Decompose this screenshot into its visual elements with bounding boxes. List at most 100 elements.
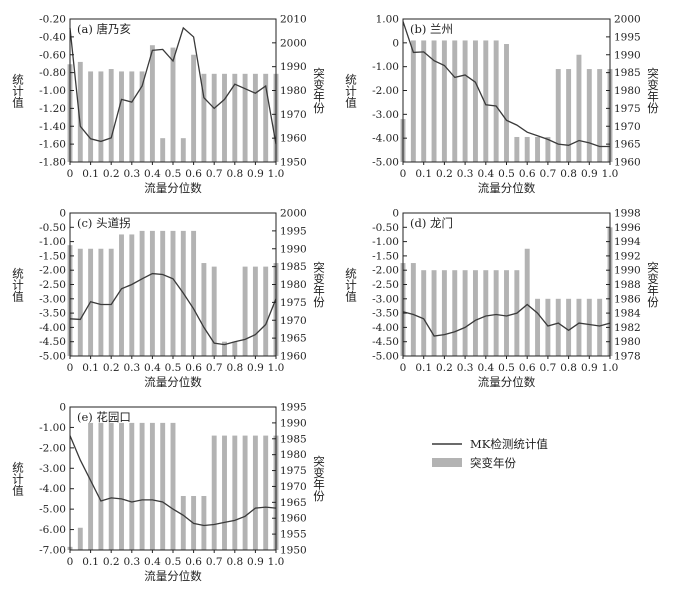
x-tick-label: 0.4 [477,362,494,374]
x-tick-label: 1.0 [268,168,285,180]
y-tick-label: -5.00 [39,504,66,516]
y-axis-label: 统计值 [344,267,358,302]
bar-mutation-year [242,73,248,162]
y-tick-label: -2.50 [372,279,399,291]
bar-mutation-year [160,230,166,356]
y2-tick-label: 1980 [280,85,307,97]
y2-tick-label: 2000 [280,37,307,49]
y-axis-label: 统计值 [344,73,358,108]
bar-mutation-year [139,230,145,356]
bar-mutation-year [524,136,530,162]
y-tick-label: -1.80 [39,157,66,169]
y2-tick-label: 1980 [614,85,641,97]
y2-axis-label: 突变年份 [312,455,326,503]
y2-tick-label: 1975 [280,465,307,477]
panel-title: (d) 龙门 [410,216,453,230]
panel-title: (e) 花园口 [77,410,131,424]
line-mk-statistic [69,26,277,145]
y-tick-label: -5.00 [372,351,399,363]
y2-tick-label: 1970 [280,481,307,493]
y-tick-label: -0.60 [39,49,66,61]
y-tick-label: -0.50 [372,222,399,234]
x-tick-label: 0.6 [185,362,202,374]
bar-mutation-year [222,435,227,550]
bar-mutation-year [211,73,217,162]
y2-tick-label: 1975 [614,103,641,115]
y-tick-label: -3.50 [372,308,399,320]
bar-mutation-year [77,248,83,356]
bar-mutation-year [252,435,258,550]
bar-mutation-year [119,71,124,162]
chart-panel-1: -0.20 -0.40 -0.60 -0.80 -1.00 -1.20 -1.40 -1.60… [11,14,326,196]
y2-tick-label: 1980 [280,279,307,291]
bar-mutation-year [462,270,468,356]
x-tick-label: 0.9 [247,168,264,180]
bar-mutation-year [483,270,489,356]
bar-mutation-year [129,71,135,162]
y-tick-label: -1.20 [39,103,66,115]
x-tick-label: 0.5 [165,168,182,180]
bar-mutation-year [149,45,155,162]
bar-mutation-year [232,435,238,550]
y-tick-label: -1.00 [372,236,399,248]
bar-mutation-year [108,422,114,550]
y-tick-label: -2.50 [39,279,66,291]
x-tick-label: 0.8 [226,168,243,180]
x-tick-label: 0.9 [581,168,598,180]
bar-mutation-year [98,422,104,550]
y-tick-label: -7.00 [39,545,66,557]
x-tick-label: 0.5 [165,362,182,374]
bar-mutation-year [88,71,94,162]
bar-mutation-year [149,422,155,550]
y2-tick-label: 1985 [280,433,307,445]
y-tick-label: -4.00 [372,133,399,145]
x-tick-label: 0.2 [103,556,120,568]
y2-tick-label: 1994 [614,236,641,248]
x-tick-label: 0.2 [436,362,453,374]
x-tick-label: 0.1 [415,362,432,374]
bar-mutation-year [535,136,541,162]
y-tick-label: 0 [392,208,399,220]
y2-tick-label: 1982 [614,322,641,334]
y2-tick-label: 1992 [614,250,641,262]
y2-tick-label: 1986 [614,293,641,305]
bar-mutation-year [441,270,447,356]
y-axis-label: 统计值 [11,461,25,496]
bar-mutation-year [129,234,135,356]
x-tick-label: 0.6 [519,362,536,374]
bar-mutation-year [139,422,145,550]
y2-tick-label: 2010 [280,14,307,26]
y-tick-label: -4.00 [372,322,399,334]
y2-tick-label: 1970 [614,121,641,133]
y2-tick-label: 2000 [280,208,307,220]
y2-tick-label: 1960 [280,513,307,525]
y2-tick-label: 1970 [280,109,307,121]
x-tick-label: 0.9 [247,556,264,568]
x-tick-label: 0 [67,362,74,374]
bar-mutation-year [410,263,416,356]
bar-mutation-year [431,40,437,163]
bar-mutation-year [504,44,509,162]
y2-tick-label: 1985 [614,67,641,79]
bar-mutation-year [180,495,186,550]
y2-axis-label: 突变年份 [646,261,660,309]
x-tick-label: 0.1 [82,168,99,180]
y-tick-label: -0.50 [39,222,66,234]
bar-mutation-year [586,298,592,356]
x-tick-label: 1.0 [602,168,619,180]
x-tick-label: 1.0 [268,362,285,374]
bar-mutation-year [119,234,124,356]
bar-mutation-year [263,266,269,356]
x-tick-label: 0.1 [82,362,99,374]
chart-panel-3: 0 -0.50 -1.00 -1.50 -2.00 -2.50 -3.00 -3.50 -4.0… [11,208,326,390]
x-tick-label: 0.6 [185,168,202,180]
y2-tick-label: 1985 [280,261,307,273]
bar-mutation-year [88,422,94,550]
y2-tick-label: 1980 [614,336,641,348]
bar-mutation-year [555,298,561,356]
x-tick-label: 0.3 [123,168,140,180]
bar-mutation-year [597,298,603,356]
x-tick-label: 0.4 [144,168,161,180]
y2-tick-label: 1950 [280,545,307,557]
y-tick-label: -3.00 [39,463,66,475]
